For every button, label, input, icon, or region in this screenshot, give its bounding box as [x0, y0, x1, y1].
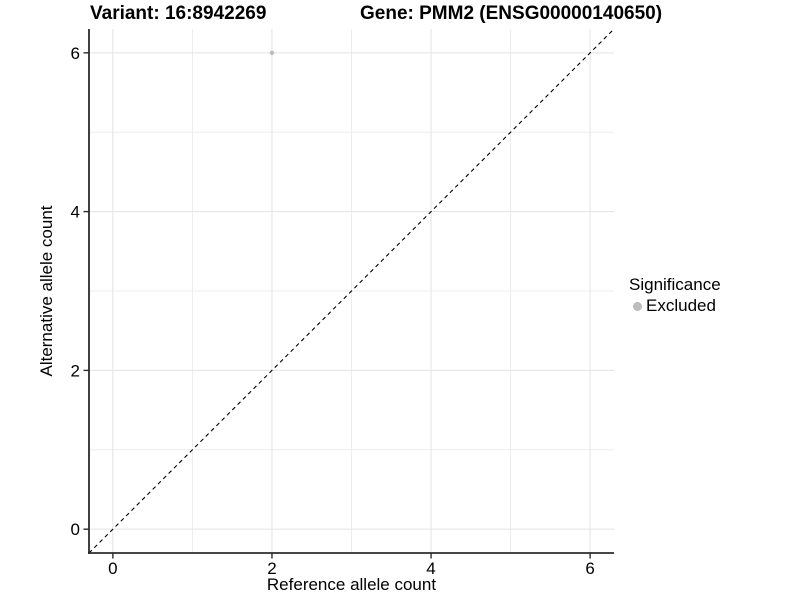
y-tick-label: 2: [71, 361, 80, 380]
legend-item-label: Excluded: [646, 296, 716, 315]
legend-item-excluded: Excluded: [629, 296, 721, 316]
y-axis-title: Alternative allele count: [37, 205, 56, 377]
y-tick-label: 4: [71, 203, 80, 222]
data-point: [269, 50, 275, 56]
x-tick-label: 6: [585, 559, 594, 578]
x-axis-title: Reference allele count: [266, 575, 437, 594]
legend: Significance Excluded: [629, 276, 721, 316]
y-tick-label: 0: [71, 520, 80, 539]
x-tick-label: 2: [267, 559, 276, 578]
legend-point-icon: [633, 301, 642, 311]
plot-title-gene: Gene: PMM2 (ENSG00000140650): [360, 3, 663, 24]
identity-line: [88, 28, 615, 554]
x-tick-label: 4: [426, 559, 435, 578]
y-tick-label: 6: [71, 44, 80, 63]
x-tick-label: 0: [108, 559, 117, 578]
legend-title: Significance: [629, 275, 721, 294]
plot-title-variant: Variant: 16:8942269: [90, 3, 267, 24]
